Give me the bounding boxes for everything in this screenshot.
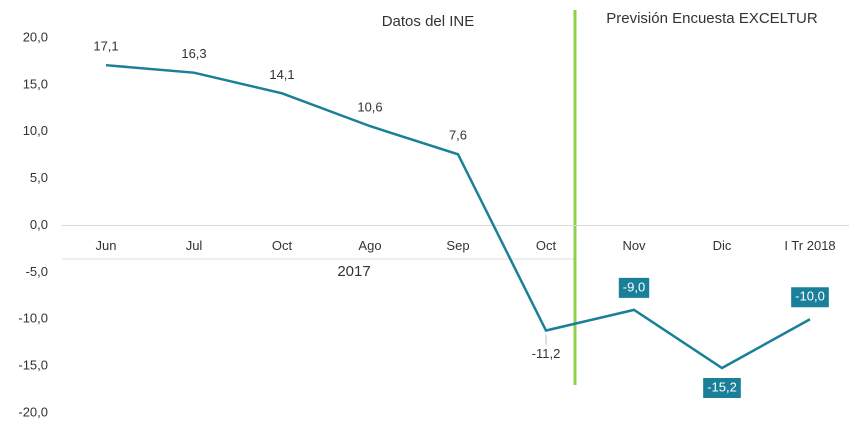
y-tick-label: -20,0 (18, 404, 48, 419)
y-tick-label: 0,0 (30, 217, 48, 232)
value-label-box (703, 378, 741, 398)
y-tick-label: 20,0 (23, 29, 48, 44)
y-tick-label: 15,0 (23, 76, 48, 91)
value-label: 10,6 (357, 100, 382, 115)
y-tick-label: -10,0 (18, 311, 48, 326)
x-tick-label: Nov (622, 238, 646, 253)
x-tick-label: Jun (96, 238, 117, 253)
annotation: Previsión Encuesta EXCELTUR (606, 10, 818, 27)
y-tick-label: -5,0 (26, 264, 48, 279)
annotation: Datos del INE (382, 13, 475, 30)
value-label: 16,3 (181, 46, 206, 61)
x-tick-label: I Tr 2018 (784, 238, 835, 253)
x-tick-label: Sep (446, 238, 469, 253)
x-tick-label: Jul (186, 238, 203, 253)
x-tick-label: Oct (272, 238, 293, 253)
y-tick-label: 5,0 (30, 170, 48, 185)
y-tick-label: -15,0 (18, 358, 48, 373)
x-tick-label: Oct (536, 238, 557, 253)
x-tick-label: Dic (713, 238, 732, 253)
group-label: 2017 (337, 263, 370, 280)
y-tick-label: 10,0 (23, 123, 48, 138)
line (105, 63, 811, 370)
value-label: -10,0 (795, 289, 825, 304)
value-label: -15,2 (707, 379, 737, 394)
value-label: 7,6 (449, 128, 467, 143)
value-label: -11,2 (532, 346, 561, 361)
value-label-box (791, 287, 829, 308)
value-label-box (618, 277, 650, 298)
x-tick-label: Ago (358, 238, 381, 253)
value-label: 14,1 (269, 67, 294, 82)
value-label: -9,0 (623, 279, 645, 294)
value-label: 17,1 (93, 39, 118, 54)
